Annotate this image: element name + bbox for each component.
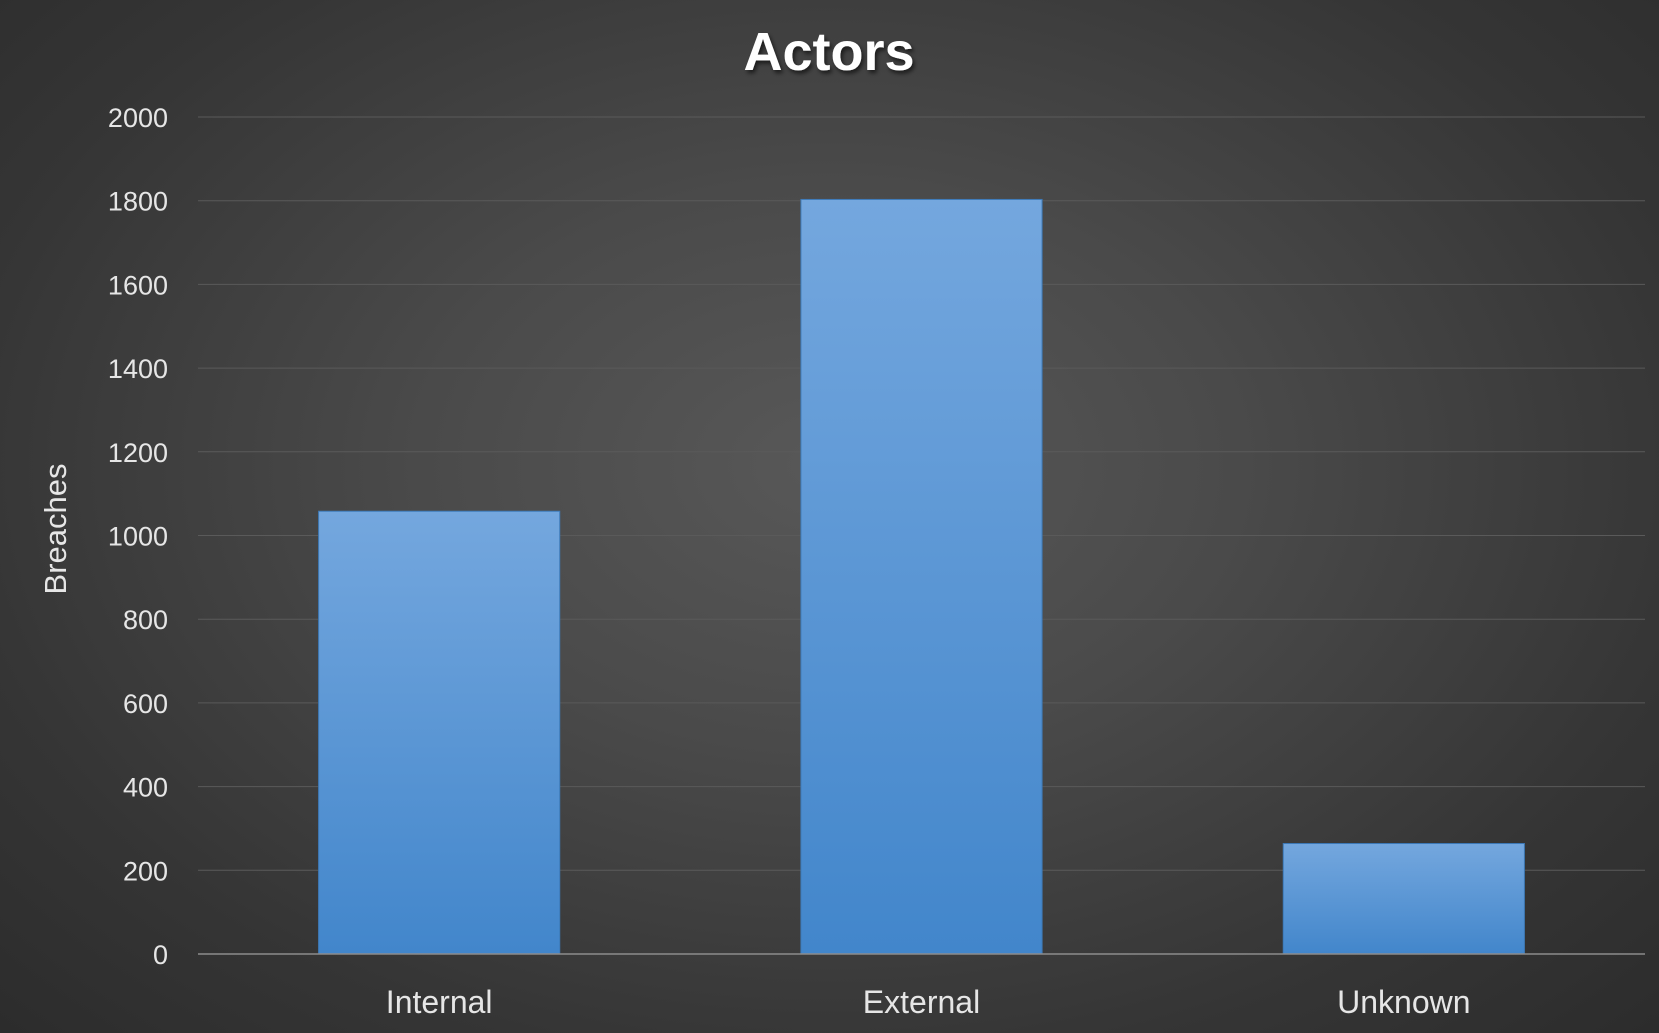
chart-title: Actors xyxy=(743,22,914,82)
bar-unknown xyxy=(1282,843,1525,955)
y-tick-label: 2000 xyxy=(108,103,168,133)
y-tick-label: 1400 xyxy=(108,354,168,384)
x-category-label: Internal xyxy=(386,984,493,1020)
y-tick-label: 1000 xyxy=(108,522,168,552)
y-tick-label: 400 xyxy=(123,773,168,803)
x-category-label: Unknown xyxy=(1337,984,1470,1020)
y-tick-label: 1600 xyxy=(108,270,168,300)
y-tick-label: 600 xyxy=(123,689,168,719)
x-category-label: External xyxy=(863,984,980,1020)
bars xyxy=(318,198,1525,955)
y-tick-label: 1200 xyxy=(108,438,168,468)
labels: 0 200 400 600 800 1000 1200 1400 1600 1800 2000 Int… xyxy=(108,103,1471,1020)
bar-external xyxy=(800,198,1043,955)
y-axis-title: Breaches xyxy=(38,464,73,595)
bar-internal xyxy=(318,510,561,955)
y-tick-label: 1800 xyxy=(108,187,168,217)
y-tick-label: 800 xyxy=(123,605,168,635)
y-tick-label: 0 xyxy=(153,940,168,970)
y-tick-label: 200 xyxy=(123,856,168,886)
